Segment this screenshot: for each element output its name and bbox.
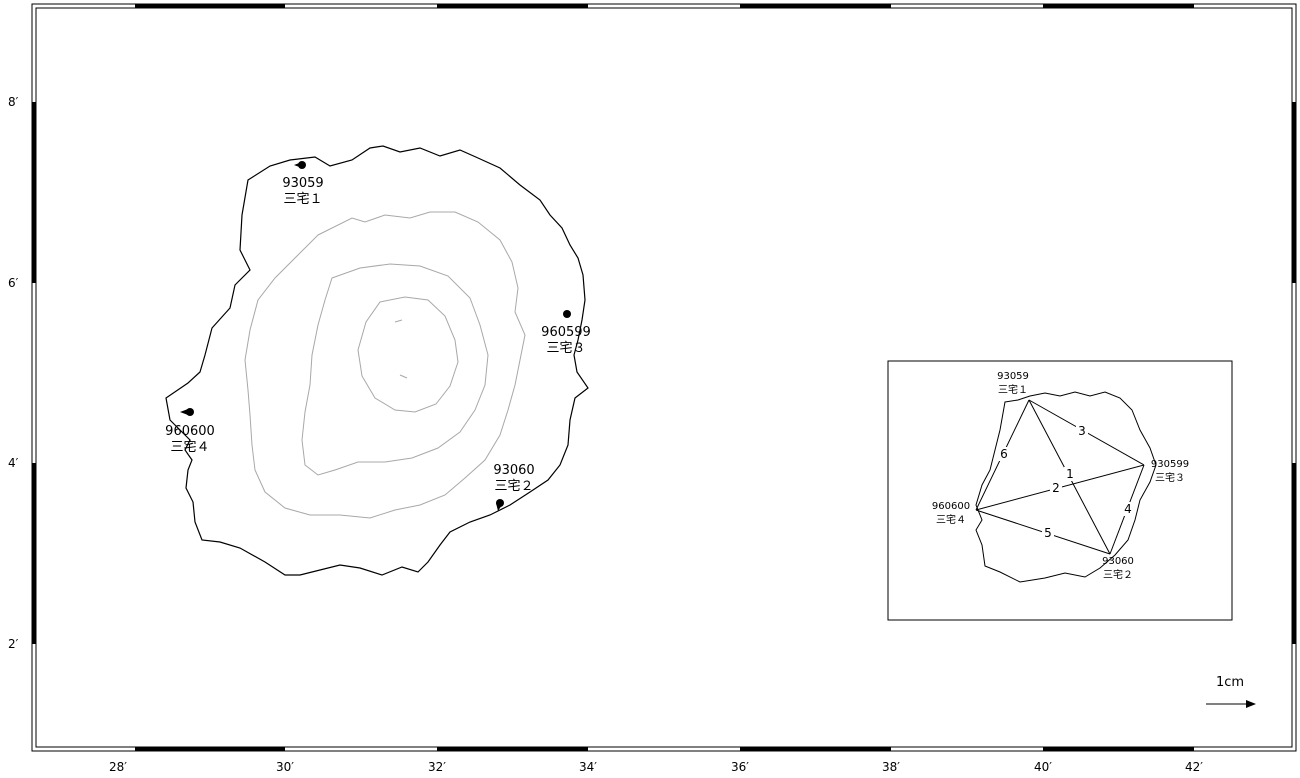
x-tick-label: 30′ [276, 760, 294, 774]
x-tick-label: 36′ [731, 760, 749, 774]
y-tick-label: 4′ [8, 456, 19, 470]
contour-mark [394, 319, 403, 323]
x-axis-ticks: 28′ 30′ 32′ 34′ 36′ 38′ 40′ 42′ [109, 760, 1203, 774]
inset-station-name: 三宅４ [936, 513, 966, 526]
station-name: 三宅４ [170, 440, 209, 455]
inset-coastline [975, 391, 1157, 583]
baseline-number: 4 [1124, 502, 1132, 516]
x-tick-label: 42′ [1185, 760, 1203, 774]
inset-station-name: 三宅２ [1103, 568, 1133, 581]
y-tick-label: 8′ [8, 95, 19, 109]
station-name: 三宅１ [283, 192, 322, 207]
inset-station-code: 93060 [1102, 556, 1134, 567]
station-marker-icon [180, 409, 188, 415]
scale-label: 1cm [1216, 675, 1244, 690]
station-marker-icon [496, 503, 502, 511]
baseline-number: 2 [1052, 481, 1060, 495]
map-frame [31, 3, 1297, 752]
contour-middle [301, 263, 489, 476]
y-axis-ticks: 8′ 6′ 4′ 2′ [8, 95, 19, 651]
station-2: 93060 三宅２ [493, 463, 535, 511]
x-tick-label: 38′ [882, 760, 900, 774]
station-3: 960599 三宅３ [541, 310, 591, 356]
scale-bar: 1cm [1206, 675, 1256, 708]
station-marker-icon [294, 162, 302, 168]
station-code: 960599 [541, 325, 591, 340]
baseline-number: 1 [1066, 467, 1074, 481]
inset-station-name: 三宅３ [1155, 471, 1185, 484]
station-code: 93059 [282, 176, 323, 191]
station-name: 三宅２ [494, 479, 533, 494]
inset-station-name: 三宅１ [998, 383, 1028, 396]
inset-map: 1 2 3 4 5 6 93059 三宅１ 93060 三宅２ 930599 三… [887, 360, 1233, 621]
contour-outer [244, 211, 526, 519]
x-tick-label: 32′ [428, 760, 446, 774]
y-tick-label: 6′ [8, 276, 19, 290]
baseline-number: 3 [1078, 424, 1086, 438]
x-tick-label: 34′ [579, 760, 597, 774]
island-coastline [165, 145, 589, 576]
inset-station-code: 930599 [1151, 459, 1189, 470]
station-1: 93059 三宅１ [282, 161, 324, 207]
baseline-number: 6 [1000, 447, 1008, 461]
y-tick-label: 2′ [8, 637, 19, 651]
x-tick-label: 40′ [1034, 760, 1052, 774]
inset-station-code: 93059 [997, 371, 1029, 382]
baseline-number: 5 [1044, 526, 1052, 540]
contour-crater [357, 296, 459, 413]
station-name: 三宅３ [546, 341, 585, 356]
station-code: 960600 [165, 424, 215, 439]
inset-station-code: 960600 [932, 501, 970, 512]
x-tick-label: 28′ [109, 760, 127, 774]
arrow-right-icon [1246, 700, 1256, 708]
station-code: 93060 [493, 463, 534, 478]
station-4: 960600 三宅４ [165, 408, 215, 455]
contour-mark [399, 374, 408, 379]
station-marker-icon [563, 310, 571, 318]
